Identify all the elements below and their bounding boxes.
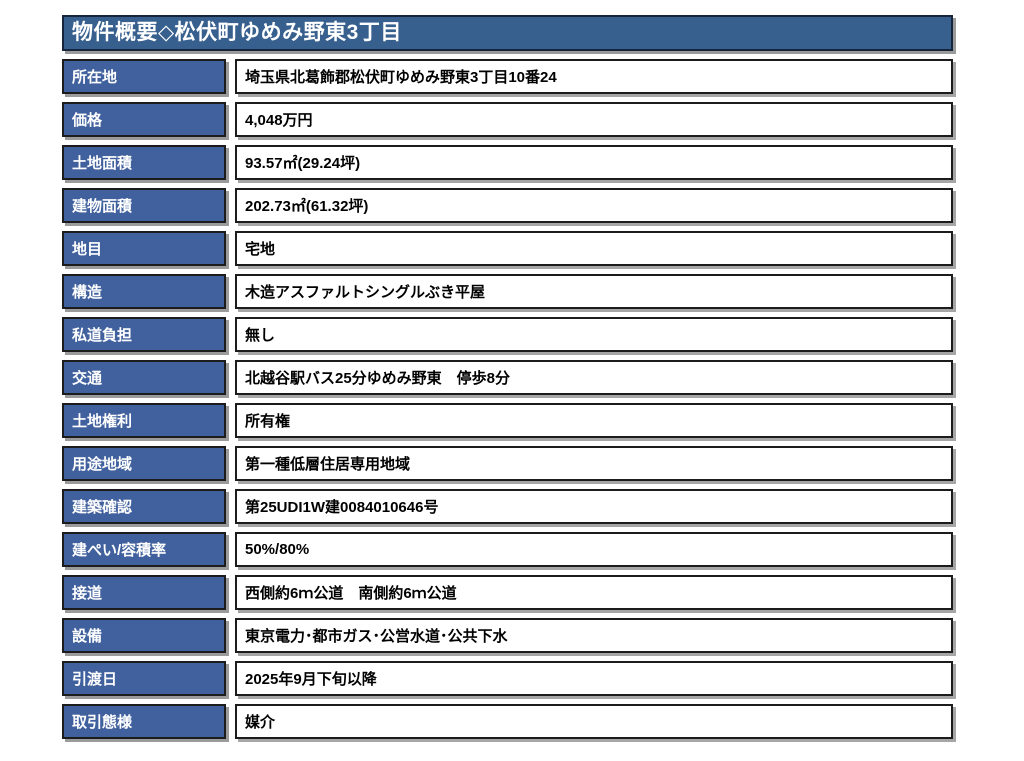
table-row-zoning: 用途地域 第一種低層住居専用地域 — [62, 446, 953, 481]
row-value-transportation: 北越谷駅バス25分ゆめみ野東 停歩8分 — [235, 360, 953, 395]
row-value-land-category: 宅地 — [235, 231, 953, 266]
table-row-structure: 構造 木造アスファルトシングルぶき平屋 — [62, 274, 953, 309]
table-row-road-access: 接道 西側約6ｍ公道 南側約6ｍ公道 — [62, 575, 953, 610]
row-label-location: 所在地 — [62, 59, 226, 94]
row-value-road-access: 西側約6ｍ公道 南側約6ｍ公道 — [235, 575, 953, 610]
table-row-land-category: 地目 宅地 — [62, 231, 953, 266]
row-label-private-road-burden: 私道負担 — [62, 317, 226, 352]
row-label-utilities: 設備 — [62, 618, 226, 653]
row-label-structure: 構造 — [62, 274, 226, 309]
table-row-building-confirmation: 建築確認 第25UDI1W建0084010646号 — [62, 489, 953, 524]
table-row-delivery-date: 引渡日 2025年9月下旬以降 — [62, 661, 953, 696]
row-label-transportation: 交通 — [62, 360, 226, 395]
table-row-private-road-burden: 私道負担 無し — [62, 317, 953, 352]
table-row-transportation: 交通 北越谷駅バス25分ゆめみ野東 停歩8分 — [62, 360, 953, 395]
row-value-zoning: 第一種低層住居専用地域 — [235, 446, 953, 481]
table-row-land-area: 土地面積 93.57㎡(29.24坪) — [62, 145, 953, 180]
table-row-land-rights: 土地権利 所有権 — [62, 403, 953, 438]
table-container: 物件概要◇松伏町ゆめみ野東3丁目 所在地 埼玉県北葛飾郡松伏町ゆめみ野東3丁目1… — [62, 15, 953, 739]
row-value-building-confirmation: 第25UDI1W建0084010646号 — [235, 489, 953, 524]
row-value-building-area: 202.73㎡(61.32坪) — [235, 188, 953, 223]
table-row-coverage-floor-ratio: 建ぺい/容積率 50%/80% — [62, 532, 953, 567]
row-label-coverage-floor-ratio: 建ぺい/容積率 — [62, 532, 226, 567]
table-row-location: 所在地 埼玉県北葛飾郡松伏町ゆめみ野東3丁目10番24 — [62, 59, 953, 94]
row-label-land-category: 地目 — [62, 231, 226, 266]
row-label-road-access: 接道 — [62, 575, 226, 610]
row-value-transaction-type: 媒介 — [235, 704, 953, 739]
row-label-zoning: 用途地域 — [62, 446, 226, 481]
row-value-land-rights: 所有権 — [235, 403, 953, 438]
row-label-land-rights: 土地権利 — [62, 403, 226, 438]
page-title: 物件概要◇松伏町ゆめみ野東3丁目 — [62, 15, 953, 51]
row-label-delivery-date: 引渡日 — [62, 661, 226, 696]
row-value-delivery-date: 2025年9月下旬以降 — [235, 661, 953, 696]
table-row-utilities: 設備 東京電力･都市ガス･公営水道･公共下水 — [62, 618, 953, 653]
row-label-price: 価格 — [62, 102, 226, 137]
row-label-land-area: 土地面積 — [62, 145, 226, 180]
row-label-building-area: 建物面積 — [62, 188, 226, 223]
row-value-private-road-burden: 無し — [235, 317, 953, 352]
row-value-location: 埼玉県北葛飾郡松伏町ゆめみ野東3丁目10番24 — [235, 59, 953, 94]
row-value-utilities: 東京電力･都市ガス･公営水道･公共下水 — [235, 618, 953, 653]
row-value-land-area: 93.57㎡(29.24坪) — [235, 145, 953, 180]
row-label-transaction-type: 取引態様 — [62, 704, 226, 739]
table-row-building-area: 建物面積 202.73㎡(61.32坪) — [62, 188, 953, 223]
row-value-structure: 木造アスファルトシングルぶき平屋 — [235, 274, 953, 309]
row-value-price: 4,048万円 — [235, 102, 953, 137]
row-value-coverage-floor-ratio: 50%/80% — [235, 532, 953, 567]
table-row-transaction-type: 取引態様 媒介 — [62, 704, 953, 739]
row-label-building-confirmation: 建築確認 — [62, 489, 226, 524]
table-row-price: 価格 4,048万円 — [62, 102, 953, 137]
